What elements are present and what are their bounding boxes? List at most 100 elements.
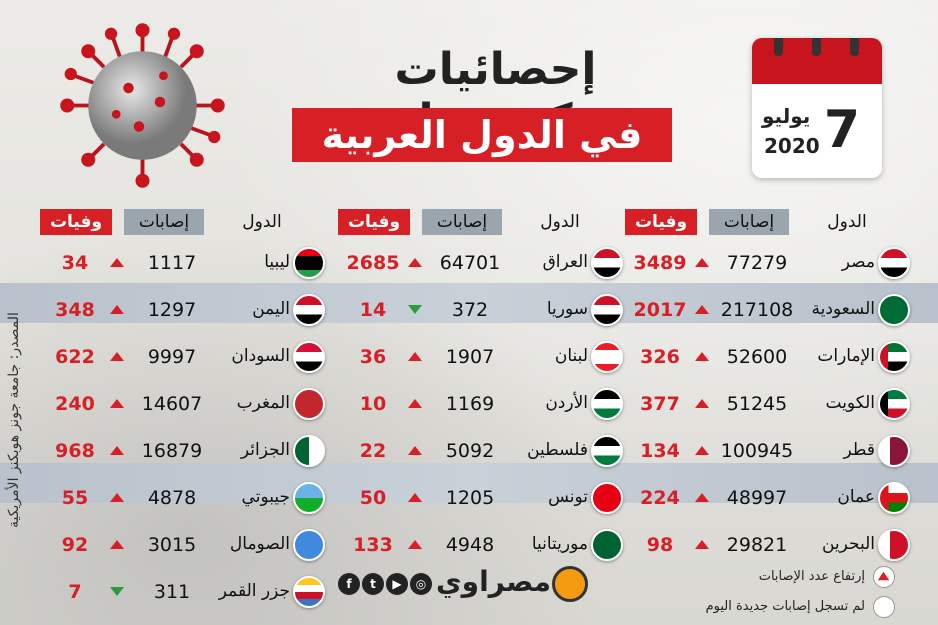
- syria-flag-icon: [591, 294, 623, 326]
- deaths-header: وفيات: [40, 209, 112, 235]
- increase-arrow-icon: [695, 446, 709, 455]
- cases-value: 1297: [147, 299, 197, 321]
- deaths-value: 2017: [633, 299, 687, 321]
- cases-value: 1117: [147, 252, 197, 274]
- cases-value: 4878: [147, 487, 197, 509]
- country-name: المغرب: [236, 393, 290, 413]
- cases-value: 51245: [726, 393, 788, 415]
- masrawy-logo: مصراوي: [436, 565, 552, 598]
- country-header: الدول: [540, 212, 580, 232]
- stats-column: وفيات إصابات الدول 34 1117 ليبيا 348 129…: [40, 205, 325, 608]
- title-line-2: في الدول العربية: [292, 108, 672, 162]
- deaths-value: 34: [61, 252, 89, 274]
- deaths-value: 968: [55, 440, 95, 462]
- sudan-flag-icon: [293, 341, 325, 373]
- increase-arrow-icon: [695, 305, 709, 314]
- increase-arrow-icon: [695, 352, 709, 361]
- deaths-value: 14: [359, 299, 387, 321]
- country-row: 326 52600 الإمارات: [625, 337, 910, 377]
- country-row: 134 100945 قطر: [625, 431, 910, 471]
- country-name: ليبيا: [264, 252, 290, 272]
- country-name: تونس: [548, 487, 588, 507]
- morocco-flag-icon: [293, 388, 325, 420]
- cases-value: 77279: [726, 252, 788, 274]
- increase-arrow-icon: [110, 540, 124, 549]
- cases-value: 311: [153, 581, 191, 603]
- increase-arrow-icon: [110, 305, 124, 314]
- row-band: [0, 463, 938, 503]
- increase-arrow-icon: [408, 399, 422, 408]
- row-band: [0, 283, 938, 323]
- deaths-value: 98: [646, 534, 674, 556]
- increase-arrow-icon: [110, 258, 124, 267]
- cases-value: 14607: [141, 393, 203, 415]
- country-row: 968 16879 الجزائر: [40, 431, 325, 471]
- cases-value: 4948: [445, 534, 495, 556]
- coronavirus-illustration: [60, 23, 225, 188]
- deaths-value: 55: [61, 487, 89, 509]
- cases-value: 3015: [147, 534, 197, 556]
- increase-arrow-icon: [110, 399, 124, 408]
- country-row: 98 29821 البحرين: [625, 525, 910, 565]
- mauritania-flag-icon: [591, 529, 623, 561]
- increase-arrow-icon: [110, 352, 124, 361]
- cases-value: 1907: [445, 346, 495, 368]
- country-row: 2685 64701 العراق: [338, 243, 623, 283]
- qatar-flag-icon: [878, 435, 910, 467]
- increase-arrow-icon: [695, 493, 709, 502]
- stats-column: وفيات إصابات الدول 3489 77279 مصر 2017 2…: [625, 205, 910, 561]
- country-row: 377 51245 الكويت: [625, 384, 910, 424]
- increase-arrow-icon: [408, 352, 422, 361]
- country-row: 7 311 جزر القمر: [40, 572, 325, 612]
- country-name: عمان: [837, 487, 875, 507]
- legend-increase: إرتفاع عدد الإصابات: [758, 569, 865, 584]
- country-header: الدول: [242, 212, 282, 232]
- deaths-header: وفيات: [625, 209, 697, 235]
- cases-value: 100945: [720, 440, 794, 462]
- country-row: 55 4878 جيبوتي: [40, 478, 325, 518]
- country-name: جيبوتي: [241, 487, 290, 507]
- country-row: 10 1169 الأردن: [338, 384, 623, 424]
- country-name: العراق: [542, 252, 588, 272]
- increase-arrow-icon: [695, 540, 709, 549]
- increase-arrow-icon: [408, 446, 422, 455]
- country-name: جزر القمر: [218, 581, 290, 601]
- country-name: الجزائر: [240, 440, 290, 460]
- lebanon-flag-icon: [591, 341, 623, 373]
- djibouti-flag-icon: [293, 482, 325, 514]
- deaths-value: 377: [640, 393, 680, 415]
- youtube-icon[interactable]: ▶: [386, 573, 408, 595]
- country-name: الكويت: [825, 393, 876, 413]
- country-row: 92 3015 الصومال: [40, 525, 325, 565]
- uae-flag-icon: [878, 341, 910, 373]
- masrawy-logo-icon: [552, 566, 588, 602]
- twitter-icon[interactable]: t: [362, 573, 384, 595]
- cases-header: إصابات: [124, 209, 204, 235]
- social-icon[interactable]: ◎: [410, 573, 432, 595]
- deaths-header: وفيات: [338, 209, 410, 235]
- country-row: 34 1117 ليبيا: [40, 243, 325, 283]
- deaths-value: 7: [68, 581, 82, 603]
- deaths-value: 348: [55, 299, 95, 321]
- kuwait-flag-icon: [878, 388, 910, 420]
- country-name: لبنان: [554, 346, 588, 366]
- oman-flag-icon: [878, 482, 910, 514]
- cases-value: 29821: [726, 534, 788, 556]
- no-new-cases-arrow-icon: [110, 587, 124, 596]
- facebook-icon[interactable]: f: [338, 573, 360, 595]
- deaths-value: 224: [640, 487, 680, 509]
- increase-arrow-icon: [110, 446, 124, 455]
- calendar: 7 يوليو 2020: [752, 38, 882, 178]
- column-header: وفيات إصابات الدول: [40, 205, 325, 237]
- column-header: وفيات إصابات الدول: [625, 205, 910, 237]
- deaths-value: 622: [55, 346, 95, 368]
- comoros-flag-icon: [293, 576, 325, 608]
- country-row: 22 5092 فلسطين: [338, 431, 623, 471]
- country-row: 2017 217108 السعودية: [625, 290, 910, 330]
- calendar-month: يوليو: [762, 104, 811, 128]
- country-row: 240 14607 المغرب: [40, 384, 325, 424]
- stats-column: وفيات إصابات الدول 2685 64701 العراق 14 …: [338, 205, 623, 561]
- deaths-value: 50: [359, 487, 387, 509]
- country-row: 50 1205 تونس: [338, 478, 623, 518]
- country-name: الأردن: [545, 393, 588, 413]
